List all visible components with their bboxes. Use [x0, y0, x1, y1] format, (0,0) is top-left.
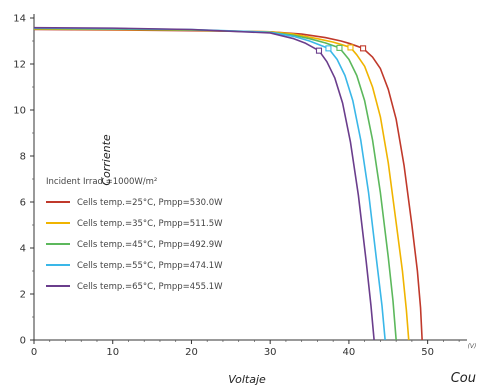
- y-tick-label: 12: [13, 60, 26, 71]
- y-tick-label: 0: [20, 336, 26, 347]
- x-tick-label: 10: [106, 347, 119, 358]
- y-tick-label: 4: [20, 244, 26, 255]
- legend: Incident Irrad.=1000W/m² Cells temp.=25°C…: [46, 177, 223, 292]
- curves: [33, 26, 423, 341]
- legend-entry-2: Cells temp.=35°C, Pmpp=511.5W: [77, 219, 223, 229]
- y-tick-label: 2: [20, 290, 26, 301]
- mpp-marker-5: [315, 47, 323, 54]
- legend-entry-5: Cells temp.=65°C, Pmpp=455.1W: [77, 282, 223, 292]
- x-tick-label: 40: [343, 347, 356, 358]
- legend-title: Incident Irrad.=1000W/m²: [46, 177, 157, 187]
- legend-entry-1: Cells temp.=25°C, Pmpp=530.0W: [77, 198, 223, 208]
- y-tick-label: 8: [20, 152, 26, 163]
- mpp-marker-3: [336, 44, 343, 51]
- x-axis-title: Voltaje: [228, 373, 266, 386]
- x-tick-label: 0: [31, 347, 37, 358]
- axes: 0 10 20 30 40 50 0 2 4 6 8 10 12 14: [13, 14, 467, 358]
- legend-entry-3: Cells temp.=45°C, Pmpp=492.9W: [77, 240, 223, 250]
- y-tick-label: 6: [20, 198, 26, 209]
- mpp-marker-4: [325, 45, 332, 52]
- x-tick-label: 20: [185, 347, 198, 358]
- mpp-marker-1: [360, 45, 367, 52]
- series-line-5: [33, 26, 375, 341]
- x-tick-label: 30: [264, 347, 277, 358]
- y-axis-title: Corriente: [100, 134, 113, 186]
- x-axis-unit-label: (V): [468, 343, 477, 350]
- corner-label: Cou: [451, 371, 476, 386]
- x-tick-label: 50: [421, 347, 434, 358]
- mpp-markers: [315, 44, 367, 54]
- legend-entry-4: Cells temp.=55°C, Pmpp=474.1W: [77, 261, 223, 271]
- y-tick-label: 14: [13, 14, 26, 25]
- y-tick-label: 10: [13, 106, 26, 117]
- mpp-marker-2: [347, 44, 354, 51]
